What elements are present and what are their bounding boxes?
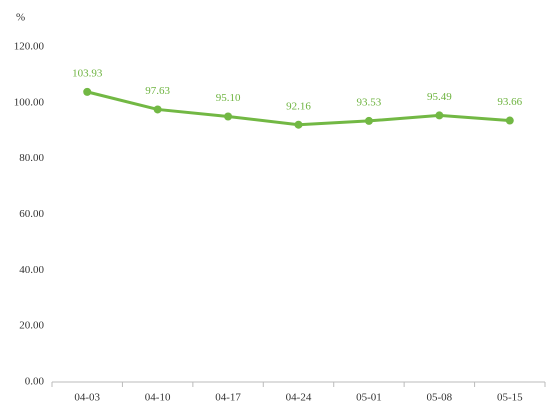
point <box>364 116 373 125</box>
x-tick-label: 05-01 <box>356 392 382 404</box>
point <box>83 87 92 96</box>
point <box>224 112 233 121</box>
y-tick-label: 0.00 <box>25 376 45 388</box>
y-tick-label: 60.00 <box>19 208 44 220</box>
point <box>505 116 514 125</box>
x-tick-label: 04-24 <box>286 392 312 404</box>
value-label: 97.63 <box>145 85 170 97</box>
y-tick-label: 120.00 <box>14 41 45 53</box>
x-tick-label: 04-03 <box>74 392 100 404</box>
value-label: 93.53 <box>357 96 382 108</box>
y-tick-label: 40.00 <box>19 264 44 276</box>
y-axis-label: % <box>16 12 25 24</box>
value-label: 92.16 <box>286 100 311 112</box>
point <box>435 111 444 120</box>
x-tick-label: 05-08 <box>427 392 453 404</box>
x-tick-label: 05-15 <box>497 392 523 404</box>
x-tick-label: 04-10 <box>145 392 171 404</box>
y-tick-label: 80.00 <box>19 152 44 164</box>
x-tick-label: 04-17 <box>215 392 241 404</box>
y-tick-label: 20.00 <box>19 320 44 332</box>
value-label: 95.10 <box>216 92 241 104</box>
value-label: 95.49 <box>427 91 452 103</box>
y-tick-label: 100.00 <box>14 96 45 108</box>
point <box>153 105 162 114</box>
value-label: 103.93 <box>72 67 103 79</box>
value-label: 93.66 <box>497 96 522 108</box>
point <box>294 120 303 129</box>
